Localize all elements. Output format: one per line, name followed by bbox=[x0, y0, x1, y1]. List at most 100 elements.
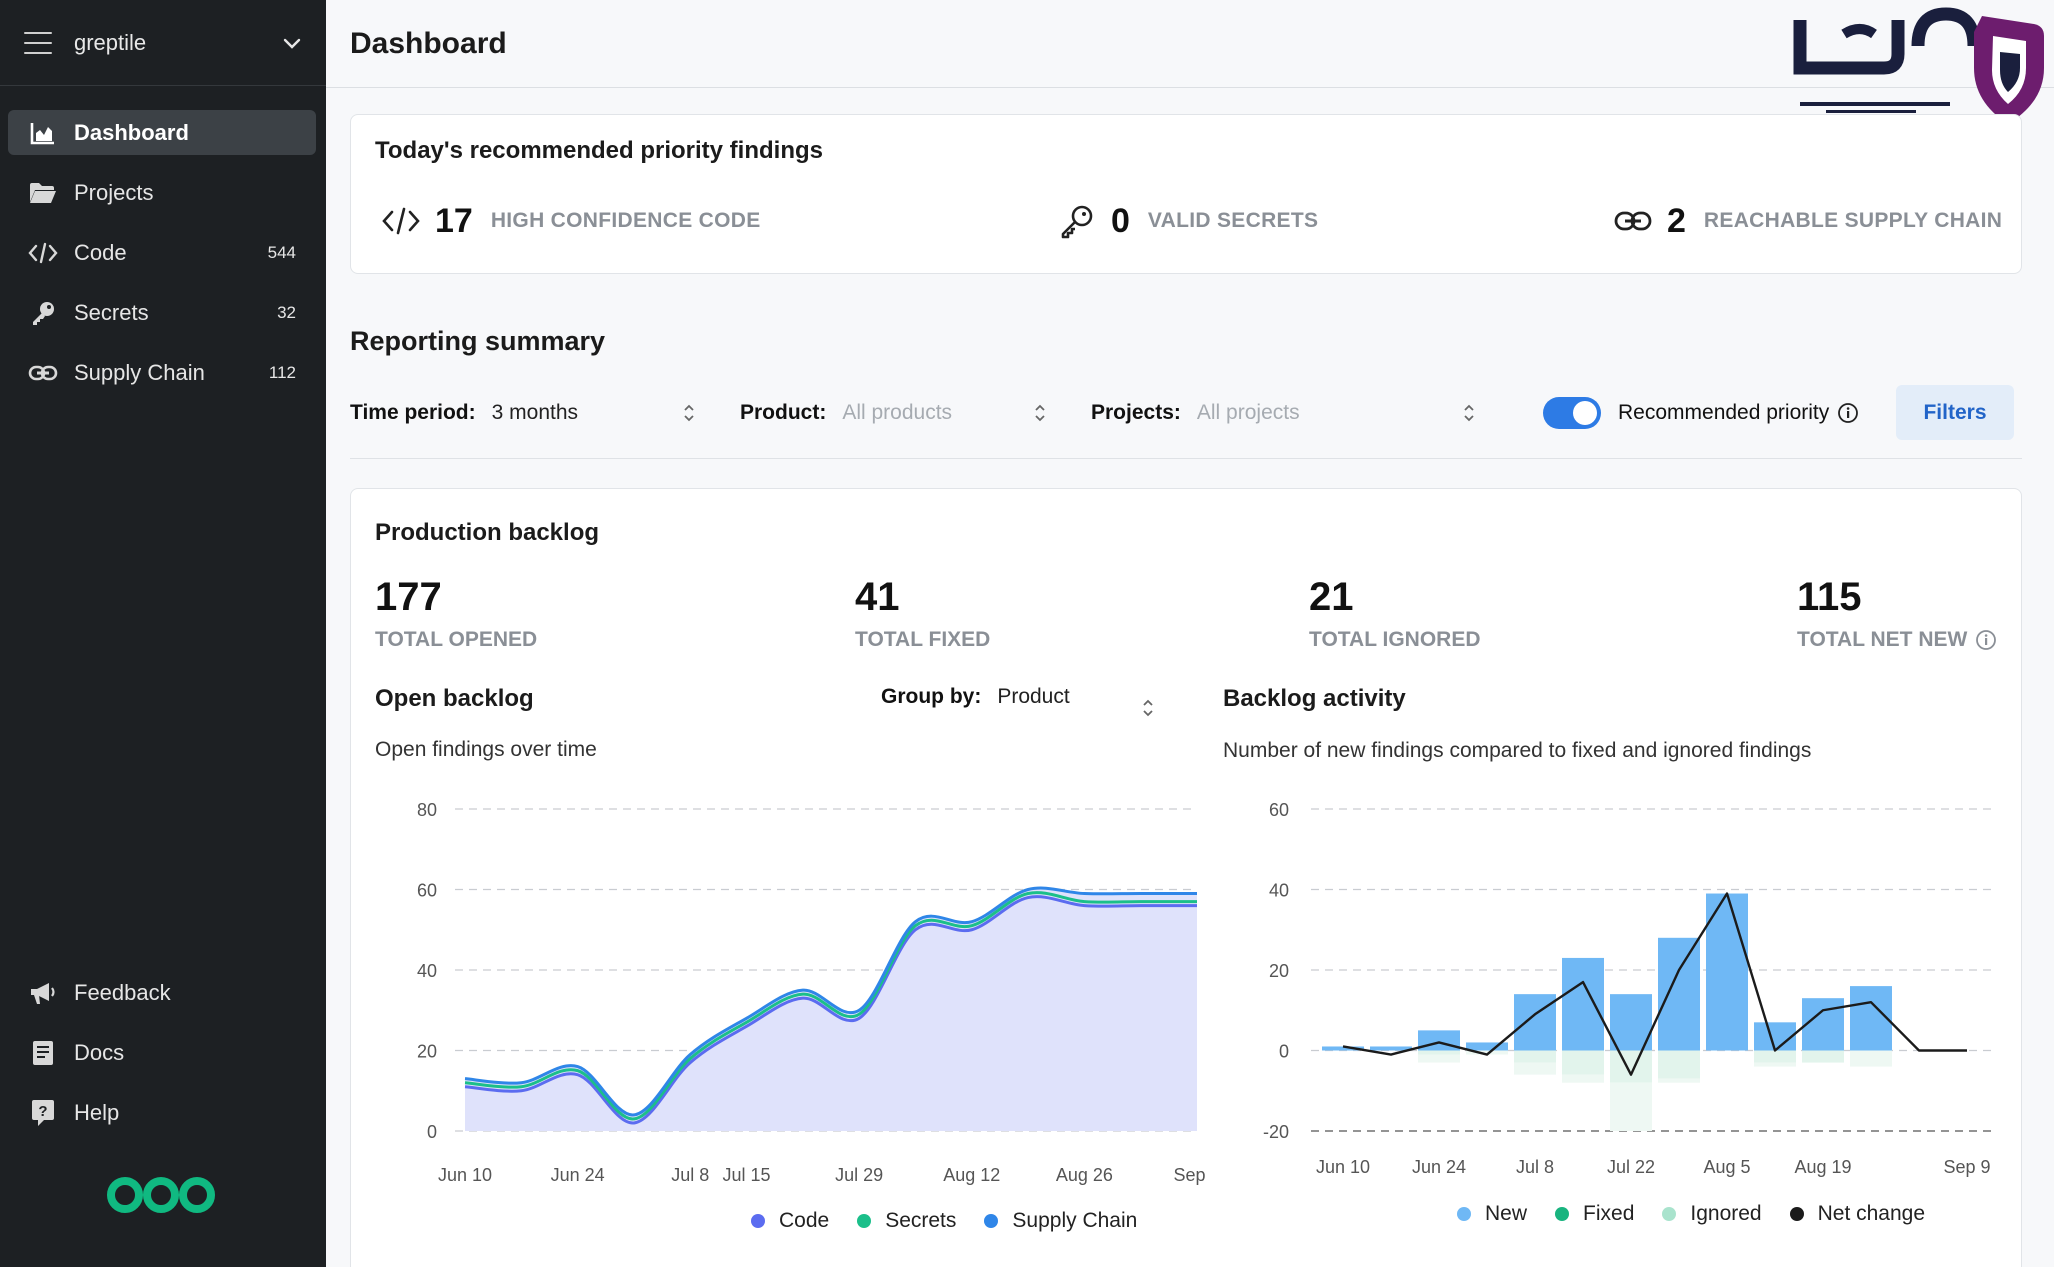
group-by-value: Product bbox=[997, 685, 1070, 708]
kpi-valid-secrets[interactable]: 0 VALID SECRETS bbox=[1055, 199, 1318, 243]
stat-label: TOTAL OPENED bbox=[375, 628, 538, 651]
sidebar-item-secrets[interactable]: Secrets 32 bbox=[8, 290, 316, 335]
org-switcher[interactable]: greptile bbox=[0, 0, 326, 86]
sidebar-item-label: Code bbox=[74, 239, 127, 265]
kpi-label: VALID SECRETS bbox=[1147, 209, 1319, 232]
bar-new bbox=[1322, 1046, 1364, 1051]
stat-total-net-new: 115 TOTAL NET NEW bbox=[1797, 575, 1997, 652]
kpi-high-confidence-code[interactable]: 17 HIGH CONFIDENCE CODE bbox=[379, 199, 761, 243]
stat-value: 115 bbox=[1797, 575, 1862, 619]
kpi-label: HIGH CONFIDENCE CODE bbox=[490, 209, 761, 232]
info-icon[interactable] bbox=[1975, 629, 1997, 651]
time-period-label: Time period: bbox=[350, 401, 476, 424]
link-icon bbox=[1611, 199, 1655, 243]
sidebar-item-help[interactable]: ? Help bbox=[8, 1090, 316, 1135]
legend-label: Ignored bbox=[1690, 1202, 1762, 1225]
stat-label: TOTAL IGNORED bbox=[1309, 628, 1481, 651]
x-tick-label: Jul 29 bbox=[835, 1165, 883, 1185]
bar-fixed bbox=[1658, 1050, 1700, 1079]
legend-item-fixed[interactable]: Fixed bbox=[1555, 1202, 1634, 1226]
recommended-priority-label: Recommended priority bbox=[1618, 401, 1830, 424]
product-select[interactable]: Product: All products bbox=[740, 385, 1060, 441]
code-count: 544 bbox=[267, 242, 296, 262]
projects-select[interactable]: Projects: All projects bbox=[1091, 385, 1511, 441]
legend-dot bbox=[1555, 1207, 1570, 1221]
open-backlog-title: Open backlog bbox=[375, 685, 534, 712]
legend-label: New bbox=[1485, 1202, 1528, 1225]
bar-new bbox=[1754, 1022, 1796, 1051]
x-tick-label: Jun 24 bbox=[1412, 1157, 1466, 1177]
stat-value: 41 bbox=[855, 575, 900, 619]
help-icon: ? bbox=[28, 1098, 58, 1128]
time-period-select[interactable]: Time period: 3 months bbox=[350, 385, 710, 441]
secrets-count: 32 bbox=[277, 302, 296, 322]
kpi-reachable-supply-chain[interactable]: 2 REACHABLE SUPPLY CHAIN bbox=[1611, 199, 2002, 243]
x-tick-label: Jun 10 bbox=[438, 1165, 492, 1185]
time-period-value: 3 months bbox=[491, 401, 579, 424]
stat-total-opened: 177 TOTAL OPENED bbox=[375, 575, 537, 652]
series-line-supply-chain bbox=[464, 886, 1198, 1117]
select-arrows-icon bbox=[1035, 404, 1045, 422]
filter-bar: Time period: 3 months Product: All produ… bbox=[350, 385, 2022, 441]
bar-fixed bbox=[1562, 1050, 1604, 1075]
legend-label: Supply Chain bbox=[1012, 1209, 1138, 1232]
open-backlog-legend: Code Secrets Supply Chain bbox=[751, 1209, 1165, 1233]
recommended-priority-toggle[interactable] bbox=[1543, 397, 1601, 429]
bar-fixed bbox=[1754, 1050, 1796, 1063]
sidebar-item-docs[interactable]: Docs bbox=[8, 1030, 316, 1075]
bar-fixed bbox=[1514, 1050, 1556, 1063]
bar-fixed bbox=[1610, 1050, 1652, 1083]
bar-new bbox=[1850, 986, 1892, 1051]
select-arrows-icon bbox=[1464, 404, 1474, 422]
legend-item-ignored[interactable]: Ignored bbox=[1662, 1202, 1762, 1226]
bar-new bbox=[1706, 893, 1748, 1051]
sidebar-item-feedback[interactable]: Feedback bbox=[8, 970, 316, 1015]
legend-item-supply-chain[interactable]: Supply Chain bbox=[984, 1209, 1137, 1233]
stat-label-wrap: TOTAL NET NEW bbox=[1797, 628, 1997, 652]
legend-item-secrets[interactable]: Secrets bbox=[857, 1209, 956, 1233]
stat-value: 177 bbox=[375, 575, 442, 619]
x-tick-label: Jul 15 bbox=[723, 1165, 771, 1185]
legend-label: Net change bbox=[1817, 1202, 1926, 1225]
legend-item-new[interactable]: New bbox=[1457, 1202, 1527, 1226]
sidebar-item-label: Secrets bbox=[74, 299, 149, 325]
bar-ignored bbox=[1418, 1054, 1460, 1063]
legend-item-code[interactable]: Code bbox=[751, 1209, 829, 1233]
product-label: Product: bbox=[740, 401, 827, 424]
sidebar-item-projects[interactable]: Projects bbox=[8, 170, 316, 215]
sidebar-item-code[interactable]: Code 544 bbox=[8, 230, 316, 275]
recommended-priority-label-wrap: Recommended priority bbox=[1618, 385, 1859, 441]
group-by-select[interactable]: Group by: Product bbox=[881, 669, 1181, 725]
menu-icon[interactable] bbox=[24, 31, 52, 54]
bar-ignored bbox=[1562, 1074, 1604, 1083]
book-icon bbox=[28, 1038, 58, 1068]
sidebar-item-label: Help bbox=[74, 1099, 120, 1125]
x-tick-label: Jul 22 bbox=[1607, 1157, 1655, 1177]
sidebar-item-dashboard[interactable]: Dashboard bbox=[8, 110, 316, 155]
company-logo bbox=[106, 1172, 216, 1223]
info-icon[interactable] bbox=[1837, 402, 1859, 424]
sidebar-bottom: Feedback Docs ? Help bbox=[0, 970, 326, 1150]
legend-dot bbox=[1662, 1207, 1677, 1221]
folder-icon bbox=[28, 178, 58, 208]
watermark-logo bbox=[1793, 7, 2044, 124]
reporting-summary-title: Reporting summary bbox=[350, 326, 606, 356]
x-tick-label: Aug 19 bbox=[1794, 1157, 1851, 1177]
sidebar-item-label: Projects bbox=[74, 179, 154, 205]
kpi-value: 2 bbox=[1667, 201, 1686, 240]
filters-button[interactable]: Filters bbox=[1896, 385, 2014, 440]
backlog-activity-chart: -20 0 20 40 60 Jun 10 Jun 24 Jul 8 Jul 22 Aug 5 Au… bbox=[1263, 800, 1991, 1177]
sidebar-item-label: Feedback bbox=[74, 979, 171, 1005]
select-arrows-icon bbox=[684, 404, 694, 422]
open-backlog-subtitle: Open findings over time bbox=[375, 738, 597, 761]
chevron-down-icon[interactable] bbox=[282, 33, 302, 53]
series-line-secrets bbox=[464, 891, 1197, 1121]
series-line-net-change bbox=[1342, 892, 1967, 1076]
y-tick-label: 20 bbox=[1269, 961, 1289, 981]
bar-fixed bbox=[1418, 1050, 1460, 1055]
sidebar: greptile Dashboard Projects Code 544 Sec… bbox=[0, 0, 326, 1267]
legend-item-net-change[interactable]: Net change bbox=[1789, 1202, 1926, 1226]
sidebar-item-supply-chain[interactable]: Supply Chain 112 bbox=[8, 350, 316, 395]
x-tick-label: Jun 24 bbox=[551, 1165, 605, 1185]
legend-dot bbox=[1457, 1207, 1471, 1221]
